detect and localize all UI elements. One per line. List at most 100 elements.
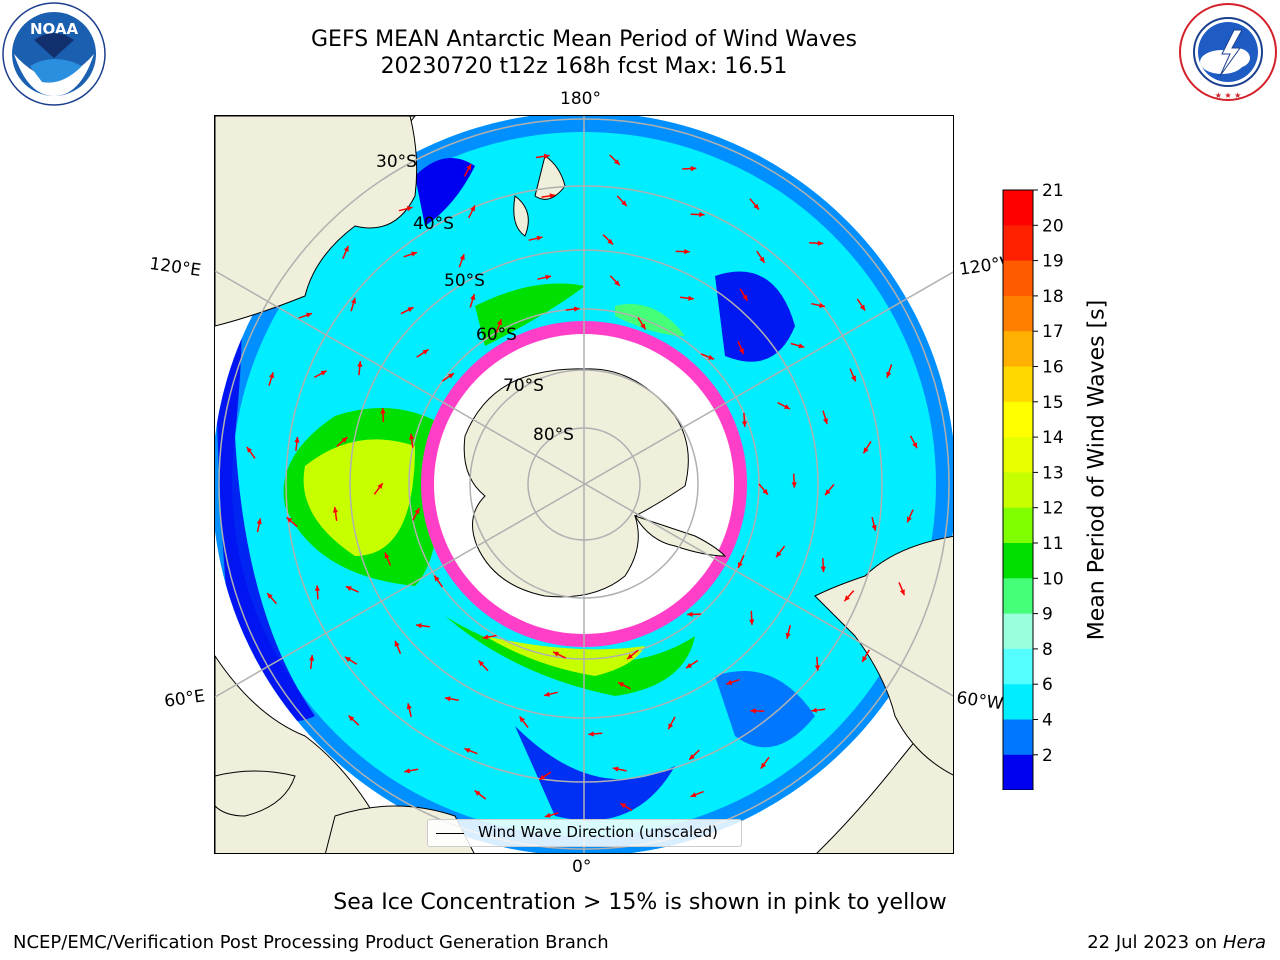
wave-direction-arrowhead <box>627 653 633 660</box>
wave-direction-arrowhead <box>907 516 912 523</box>
colorbar-tick-label: 12 <box>1042 499 1064 519</box>
colorbar-tick-label: 15 <box>1042 393 1064 413</box>
africa-tip-land <box>215 770 475 853</box>
wave-direction-arrowhead <box>357 361 363 367</box>
wave-direction-arrowhead <box>256 518 262 525</box>
wave-direction-arrowhead <box>688 295 694 301</box>
wave-direction-arrowhead <box>814 665 821 671</box>
wave-direction-arrowhead <box>574 306 580 312</box>
colorbar-cell <box>1003 366 1033 403</box>
colorbar-tick-label: 16 <box>1042 358 1064 378</box>
wave-direction-arrowhead <box>314 585 320 591</box>
wave-direction-arrowhead <box>351 297 356 304</box>
wave-direction-arrowhead <box>411 251 417 257</box>
new-zealand-land <box>513 155 566 237</box>
wave-direction-arrowhead <box>344 656 351 662</box>
wave-direction-arrowhead <box>739 348 744 355</box>
colorbar-tick-label: 14 <box>1042 428 1064 448</box>
wave-direction-arrowhead <box>545 274 552 280</box>
colorbar-cell <box>1003 578 1033 615</box>
wave-direction-arrowhead <box>776 551 782 558</box>
wave-direction-arrowhead <box>687 611 693 617</box>
wave-direction-arrowhead <box>749 619 755 625</box>
wave-direction-arrowhead <box>267 593 273 599</box>
sea-ice-caption: Sea Ice Concentration > 15% is shown in … <box>333 890 947 915</box>
colorbar: 21 20 19 18 17 16 15 14 13 12 11 10 9 8 6 4 2 <box>1002 181 1064 790</box>
wave-direction-arrowhead <box>553 651 560 657</box>
wave-direction-arrowhead <box>409 433 415 440</box>
colorbar-tick-label: 4 <box>1042 711 1053 731</box>
wave-direction-arrowhead <box>343 245 349 252</box>
chart-subtitle: 20230720 t12z 168h fcst Max: 16.51 <box>380 54 788 79</box>
colorbar-cell <box>1003 507 1033 544</box>
wave-direction-arrowhead <box>742 294 748 301</box>
wave-direction-arrowhead <box>811 707 817 713</box>
wave-direction-arrowhead <box>912 442 918 449</box>
wave-direction-arrowhead <box>614 159 620 165</box>
wave-direction-arrowhead <box>306 312 312 318</box>
wave-direction-arrowhead <box>497 319 502 326</box>
lat-label-80s: 80°S <box>533 425 574 445</box>
wave-direction-arrowhead <box>819 302 825 308</box>
wave-direction-arrowhead <box>791 482 797 488</box>
wave-direction-arrowhead <box>348 715 355 722</box>
wave-direction-arrowhead <box>820 566 826 573</box>
wave-direction-arrowhead <box>612 766 619 772</box>
colorbar-cell <box>1003 648 1033 685</box>
wave-direction-arrowhead <box>539 774 546 780</box>
wave-direction-arrowhead <box>785 632 791 639</box>
wave-direction-arrowhead <box>607 238 614 245</box>
wave-direction-arrowhead <box>320 370 327 376</box>
wave-direction-arrowhead <box>345 586 352 591</box>
wave-direction-arrowhead <box>536 235 543 241</box>
colorbar-tick-label: 19 <box>1042 252 1064 272</box>
wave-direction-arrowhead <box>544 153 550 159</box>
wave-direction-arrowhead <box>404 768 411 774</box>
wave-direction-arrowhead <box>422 349 429 355</box>
wave-direction-arrowhead <box>760 762 767 769</box>
map-panel <box>214 115 954 854</box>
wave-direction-arrowhead <box>817 240 824 246</box>
colorbar-cell <box>1003 754 1033 790</box>
wave-direction-arrowhead <box>741 421 748 427</box>
wave-direction-arrowhead <box>690 792 697 798</box>
wave-direction-arrowhead <box>406 703 412 710</box>
wave-direction-arrowhead <box>699 211 705 218</box>
colorbar-tick-label: 11 <box>1042 534 1064 554</box>
wave-direction-arrowhead <box>341 437 348 443</box>
wave-direction-arrowhead <box>544 812 551 818</box>
colorbar-tick-label: 21 <box>1042 181 1064 201</box>
colorbar-cell <box>1003 225 1033 262</box>
wave-direction-arrowhead <box>332 507 338 513</box>
wave-direction-arrowhead <box>406 206 413 212</box>
wave-direction-arrowhead <box>762 488 768 495</box>
wave-direction-arrowhead <box>377 483 383 489</box>
lat-label-70s: 70°S <box>503 376 544 396</box>
footer-date: 22 Jul 2023 on <box>1087 932 1223 953</box>
lon-label-0: 0° <box>572 857 592 877</box>
wave-direction-arrowhead <box>466 164 472 171</box>
colorbar-cell <box>1003 684 1033 720</box>
wave-direction-arrowhead <box>899 589 905 596</box>
wave-direction-arrowhead <box>738 562 743 568</box>
colorbar-label: Mean Period of Wind Waves [s] <box>1084 299 1110 641</box>
noaa-logo-icon: NOAA <box>2 2 106 106</box>
wave-direction-arrowhead <box>621 200 627 207</box>
colorbar-tick-label: 17 <box>1042 322 1064 342</box>
colorbar-cell <box>1003 331 1033 367</box>
wave-direction-arrowhead <box>708 354 715 360</box>
wind-wave-vectors <box>246 153 918 818</box>
colorbar-cell <box>1003 543 1033 579</box>
lon-label-60e: 60°E <box>163 686 207 712</box>
wave-direction-arrowhead <box>851 375 856 382</box>
wave-direction-arrowhead <box>269 372 274 379</box>
wave-direction-arrowhead <box>474 790 481 796</box>
australia-land <box>215 116 418 327</box>
wave-direction-arrowhead <box>620 803 627 809</box>
legend-line-swatch <box>436 833 464 834</box>
wave-direction-arrowhead <box>470 205 475 212</box>
wave-direction-arrowhead <box>859 304 866 311</box>
wave-direction-arrowhead <box>862 656 868 662</box>
colorbar-cell <box>1003 401 1033 438</box>
wave-direction-arrowhead <box>844 595 850 602</box>
